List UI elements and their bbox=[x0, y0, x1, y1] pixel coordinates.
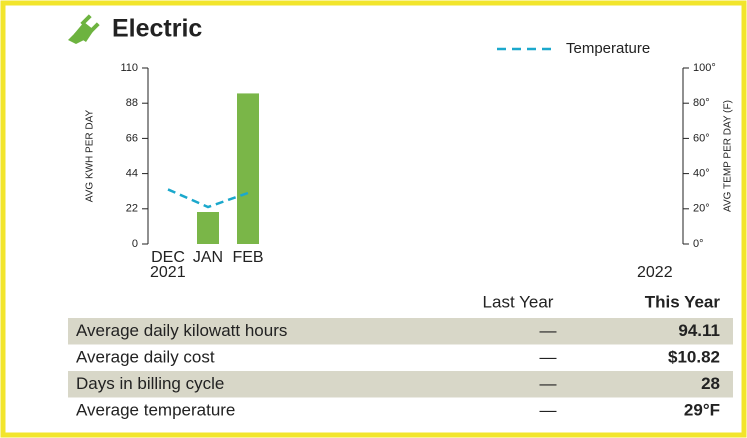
y-tick-label: 66 bbox=[126, 132, 138, 144]
row-band bbox=[68, 371, 733, 398]
row-label: Average temperature bbox=[76, 400, 235, 419]
y2-tick-label: 0° bbox=[693, 238, 704, 250]
y-tick-label: 22 bbox=[126, 203, 138, 215]
row-band bbox=[68, 318, 733, 345]
x-tick-label: JAN bbox=[193, 249, 223, 266]
y2-axis-title: AVG TEMP PER DAY (F) bbox=[723, 100, 734, 212]
col-header: Last Year bbox=[483, 292, 554, 311]
last-year-value: — bbox=[540, 400, 557, 419]
title: Electric bbox=[112, 15, 202, 43]
this-year-value: 29°F bbox=[684, 400, 720, 419]
x-tick-label: DEC bbox=[151, 249, 185, 266]
temperature-line bbox=[167, 188, 249, 209]
y-tick-label: 44 bbox=[126, 168, 138, 180]
y-tick-label: 110 bbox=[120, 62, 138, 74]
col-header: This Year bbox=[645, 292, 721, 311]
y2-tick-label: 100° bbox=[693, 62, 716, 74]
legend-label: Temperature bbox=[566, 40, 650, 57]
x-tick-label: FEB bbox=[232, 249, 263, 266]
row-label: Days in billing cycle bbox=[76, 374, 224, 393]
bar bbox=[237, 93, 259, 244]
last-year-value: — bbox=[540, 321, 557, 340]
row-label: Average daily cost bbox=[76, 347, 215, 366]
y-tick-label: 0 bbox=[132, 238, 138, 250]
last-year-value: — bbox=[540, 374, 557, 393]
this-year-value: 94.11 bbox=[678, 321, 720, 340]
row-label: Average daily kilowatt hours bbox=[76, 321, 287, 340]
this-year-value: 28 bbox=[701, 374, 720, 393]
last-year-value: — bbox=[540, 347, 557, 366]
this-year-value: $10.82 bbox=[668, 347, 720, 366]
year-label: 2022 bbox=[637, 264, 673, 281]
year-label: 2021 bbox=[150, 264, 186, 281]
y-axis-title: AVG KWH PER DAY bbox=[85, 109, 96, 202]
y2-tick-label: 60° bbox=[693, 132, 710, 144]
y2-tick-label: 20° bbox=[693, 203, 710, 215]
bar bbox=[197, 212, 219, 244]
y2-tick-label: 40° bbox=[693, 168, 710, 180]
plug-icon bbox=[68, 14, 100, 44]
y2-tick-label: 80° bbox=[693, 97, 710, 109]
y-tick-label: 88 bbox=[126, 97, 138, 109]
